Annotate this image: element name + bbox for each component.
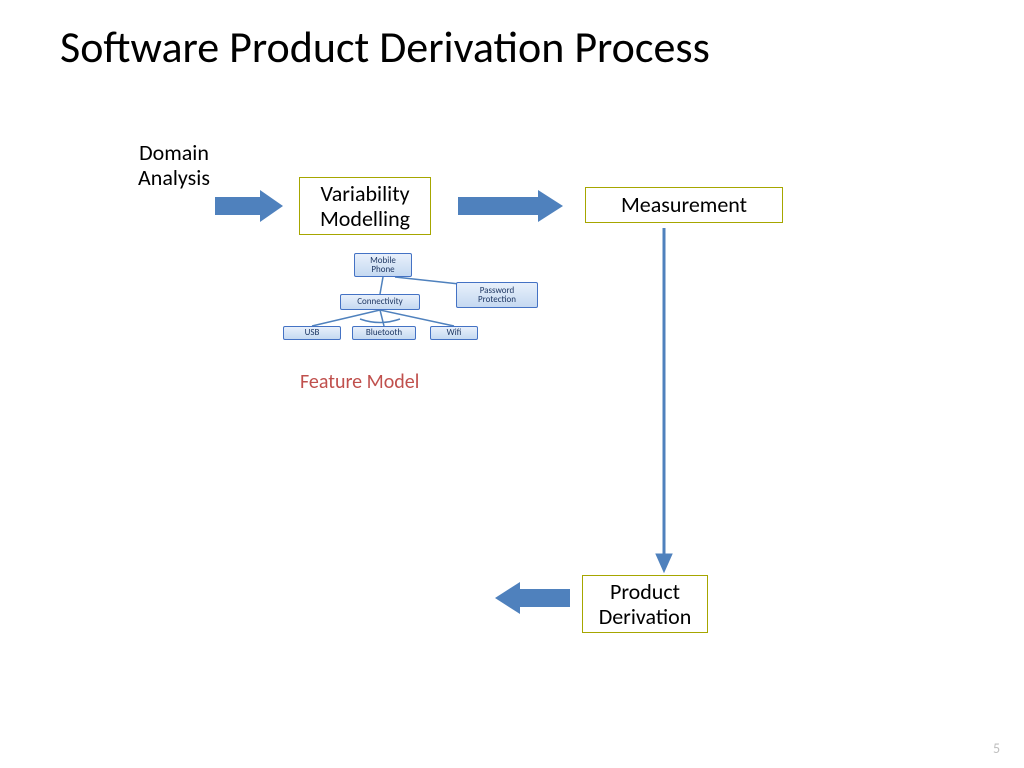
arrow-to-measurement (458, 190, 563, 222)
tree-node-bluetooth: Bluetooth (352, 326, 416, 340)
variability-box: VariabilityModelling (299, 177, 431, 235)
tree-node-wifi: Wifi (430, 326, 478, 340)
slide-title: Software Product Derivation Process (60, 20, 710, 74)
tree-node-password: PasswordProtection (456, 282, 538, 308)
arrow-from-product (495, 582, 570, 614)
tree-node-root: MobilePhone (354, 253, 412, 277)
product-derivation-box: ProductDerivation (582, 575, 708, 633)
arrow-down-to-product (656, 228, 672, 572)
domain-analysis-label: DomainAnalysis (124, 140, 224, 191)
feature-model-label: Feature Model (300, 370, 419, 394)
measurement-box: Measurement (585, 187, 783, 223)
arrows-overlay (0, 0, 1024, 768)
arrow-to-variability (215, 190, 283, 222)
tree-node-usb: USB (283, 326, 341, 340)
page-number: 5 (993, 740, 1000, 757)
tree-node-connectivity: Connectivity (340, 294, 420, 310)
